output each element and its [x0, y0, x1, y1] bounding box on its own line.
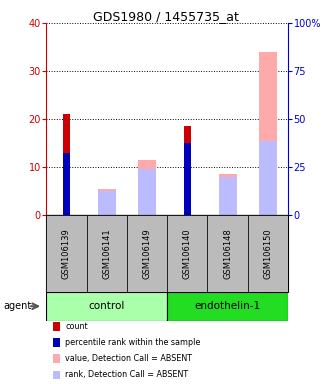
- Bar: [167, 215, 208, 292]
- Bar: [167, 292, 288, 321]
- Bar: [184, 126, 191, 215]
- Bar: [138, 169, 156, 215]
- Bar: [127, 215, 167, 292]
- Bar: [87, 215, 127, 292]
- Text: GSM106141: GSM106141: [102, 228, 111, 279]
- Text: control: control: [89, 301, 125, 311]
- Bar: [248, 215, 288, 292]
- Bar: [138, 160, 156, 215]
- Text: endothelin-1: endothelin-1: [195, 301, 260, 311]
- Bar: [98, 191, 116, 215]
- Text: rank, Detection Call = ABSENT: rank, Detection Call = ABSENT: [65, 370, 188, 379]
- Bar: [218, 174, 237, 215]
- Text: percentile rank within the sample: percentile rank within the sample: [65, 338, 201, 347]
- Text: GSM106149: GSM106149: [143, 228, 152, 279]
- Bar: [63, 152, 70, 215]
- Bar: [184, 143, 191, 215]
- Text: GSM106139: GSM106139: [62, 228, 71, 279]
- Text: GDS1980 / 1455735_at: GDS1980 / 1455735_at: [93, 10, 238, 23]
- Bar: [218, 177, 237, 215]
- Text: count: count: [65, 322, 88, 331]
- Text: agent: agent: [3, 301, 31, 311]
- Bar: [46, 215, 87, 292]
- Bar: [208, 215, 248, 292]
- Text: value, Detection Call = ABSENT: value, Detection Call = ABSENT: [65, 354, 192, 363]
- Text: GSM106150: GSM106150: [263, 228, 272, 279]
- Bar: [259, 141, 277, 215]
- Bar: [259, 52, 277, 215]
- Text: GSM106140: GSM106140: [183, 228, 192, 279]
- Bar: [63, 114, 70, 215]
- Bar: [98, 189, 116, 215]
- Text: GSM106148: GSM106148: [223, 228, 232, 279]
- Bar: [46, 292, 167, 321]
